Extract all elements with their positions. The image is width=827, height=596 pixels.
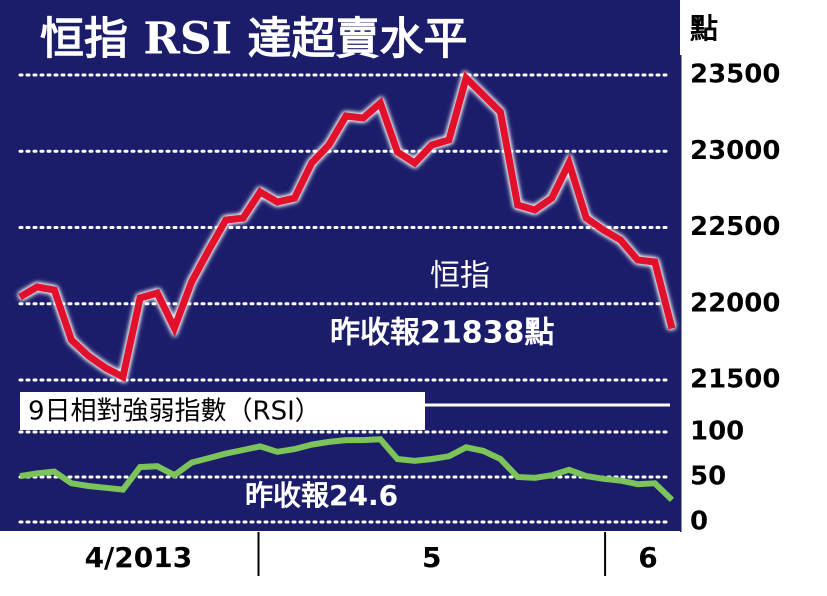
series-label: 恒指 (430, 259, 490, 294)
plot-background (0, 0, 680, 532)
chart-title: 恒指 RSI 達超賣水平 (40, 14, 468, 65)
x-tick-label: 4/2013 (85, 541, 193, 574)
y-axis-label: 點 (690, 12, 718, 45)
annotation: 昨收報21838點 (330, 316, 554, 351)
y-tick-label: 22000 (690, 288, 780, 318)
y-tick-label: 23500 (690, 60, 780, 90)
y-tick-label: 21500 (690, 365, 780, 395)
y-tick-label: 23000 (690, 136, 780, 166)
x-tick-label: 5 (422, 541, 441, 574)
data-line (18, 71, 676, 383)
y-tick-label: 22500 (690, 212, 780, 242)
y-tick-label: 100 (690, 417, 744, 447)
data-line (19, 436, 675, 503)
y-tick-label: 0 (690, 507, 708, 537)
legend-box (20, 392, 425, 430)
annotation: 昨收報24.6 (245, 479, 398, 512)
series-label: 9日相對強弱指數（RSI） (28, 397, 321, 427)
x-tick-label: 6 (638, 541, 657, 574)
y-tick-label: 50 (690, 462, 726, 492)
